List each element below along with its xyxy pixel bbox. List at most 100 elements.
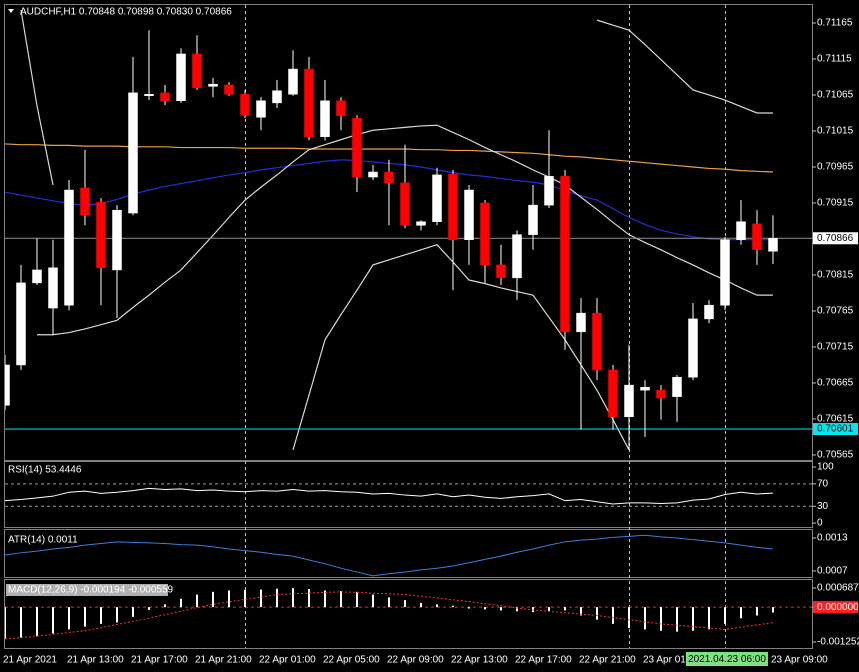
histogram-bar xyxy=(724,607,726,624)
histogram-bar xyxy=(148,607,150,610)
histogram-bar xyxy=(180,598,182,608)
candle-body xyxy=(496,264,506,279)
x-tick-label: 21 Apr 2021 xyxy=(3,655,57,666)
y-tick-label: -0.001252 xyxy=(817,637,859,648)
histogram-bar xyxy=(52,607,54,634)
histogram-bar xyxy=(68,607,70,630)
y-tick-label: 0.70965 xyxy=(817,162,854,173)
candle-body xyxy=(512,234,522,279)
y-tick-label: 0.70765 xyxy=(817,306,854,317)
histogram-bar xyxy=(100,607,102,624)
y-tick-label: 0.71065 xyxy=(817,90,854,101)
candle-body xyxy=(352,117,362,178)
x-tick-label: 21 Apr 21:00 xyxy=(195,655,252,666)
macd-label: MACD(12,26,9) -0.000194 -0.000559 xyxy=(8,585,174,596)
macd-plot xyxy=(5,588,812,640)
x-tick-label: 21 Apr 17:00 xyxy=(131,655,188,666)
zero-label-bg xyxy=(813,601,858,614)
candle-body xyxy=(224,84,234,95)
candle-body xyxy=(736,221,746,240)
histogram-bar xyxy=(212,591,214,608)
x-tick-label: 22 Apr 09:00 xyxy=(387,655,444,666)
indicator-line xyxy=(5,534,774,577)
y-tick-label: 0.70565 xyxy=(817,450,854,461)
x-tick-label: 22 Apr 17:00 xyxy=(515,655,572,666)
candle-body xyxy=(528,204,538,235)
candle-body xyxy=(448,173,458,240)
candle-body xyxy=(304,68,314,137)
candle-body xyxy=(432,174,442,222)
y-tick-label: 0.70915 xyxy=(817,198,854,209)
candle-body xyxy=(672,376,682,397)
candle-body xyxy=(32,269,42,284)
candle-body xyxy=(128,92,138,214)
indicator-line xyxy=(5,591,774,640)
candle-body xyxy=(416,221,426,226)
y-tick-label: 0.0013 xyxy=(817,533,848,544)
y-tick-label: 0.0007 xyxy=(817,566,848,577)
y-tick-label: 0.71015 xyxy=(817,126,854,137)
y-tick-label: 0.000000 xyxy=(817,602,859,613)
histogram-bar xyxy=(420,602,422,608)
histogram-bar xyxy=(244,589,246,608)
candle-body xyxy=(208,83,218,87)
histogram-bar xyxy=(276,588,278,608)
y-tick-label: 0.70715 xyxy=(817,342,854,353)
current-price-label: 0.70866 xyxy=(817,233,854,244)
candle-body xyxy=(464,189,474,240)
y-tick-label: 0.000687 xyxy=(817,583,859,594)
candle-body xyxy=(240,94,250,116)
histogram-bar xyxy=(436,604,438,608)
histogram-bar xyxy=(676,607,678,632)
histogram-bar xyxy=(164,604,166,608)
candle-body xyxy=(48,267,58,309)
histogram-bar xyxy=(260,589,262,608)
candle-body xyxy=(16,282,26,366)
histogram-bar xyxy=(340,590,342,608)
histogram-bar xyxy=(356,591,358,608)
chart-title: AUDCHF,H1 0.70848 0.70898 0.70830 0.7086… xyxy=(20,7,232,18)
histogram-bar xyxy=(500,607,502,611)
candle-body xyxy=(544,176,554,206)
candle-body xyxy=(176,53,186,102)
histogram-bar xyxy=(452,605,454,608)
candle-body xyxy=(400,182,410,226)
candle-body xyxy=(640,387,650,391)
histogram-bar xyxy=(372,594,374,608)
histogram-bar xyxy=(228,590,230,608)
y-tick-label: 0.71165 xyxy=(817,18,853,29)
x-axis: 21 Apr 2021 21 Apr 13:00 21 Apr 17:00 21 Ap… xyxy=(3,655,828,666)
candle-body xyxy=(384,171,394,184)
price-plot xyxy=(5,9,812,451)
histogram-bar xyxy=(132,607,134,617)
histogram-bar xyxy=(404,600,406,608)
y-tick-label: 0.71115 xyxy=(817,54,852,65)
rsi-label: RSI(14) 53.4446 xyxy=(8,465,82,476)
histogram-bar xyxy=(196,594,198,608)
histogram-bar xyxy=(708,607,710,630)
candle-body xyxy=(592,312,602,371)
histogram-bar xyxy=(772,607,774,613)
candle-body xyxy=(768,238,778,252)
macd-label-bg xyxy=(6,584,168,596)
candle-body xyxy=(752,223,762,251)
current-price-box xyxy=(813,232,858,245)
histogram-bar xyxy=(36,607,38,637)
title-marker xyxy=(8,9,14,13)
histogram-bar xyxy=(580,607,582,616)
axes: 0.71165 0.71115 0.71065 0.71015 0.70965 0.709… xyxy=(812,18,859,648)
level-label: 0.70601 xyxy=(817,424,854,435)
y-tick-label: 30 xyxy=(817,501,829,512)
candle-body xyxy=(688,318,698,378)
histogram-bar xyxy=(324,590,326,608)
histogram-bar xyxy=(596,607,598,620)
candle-body xyxy=(288,68,298,95)
x-tick-label: 22 Apr 13:00 xyxy=(451,655,508,666)
candle-body xyxy=(576,312,586,333)
y-tick-label: 0 xyxy=(817,518,823,529)
candle-body xyxy=(656,389,666,399)
histogram-bar xyxy=(5,607,6,640)
candle-body xyxy=(160,92,170,102)
histogram-bar xyxy=(628,607,630,629)
